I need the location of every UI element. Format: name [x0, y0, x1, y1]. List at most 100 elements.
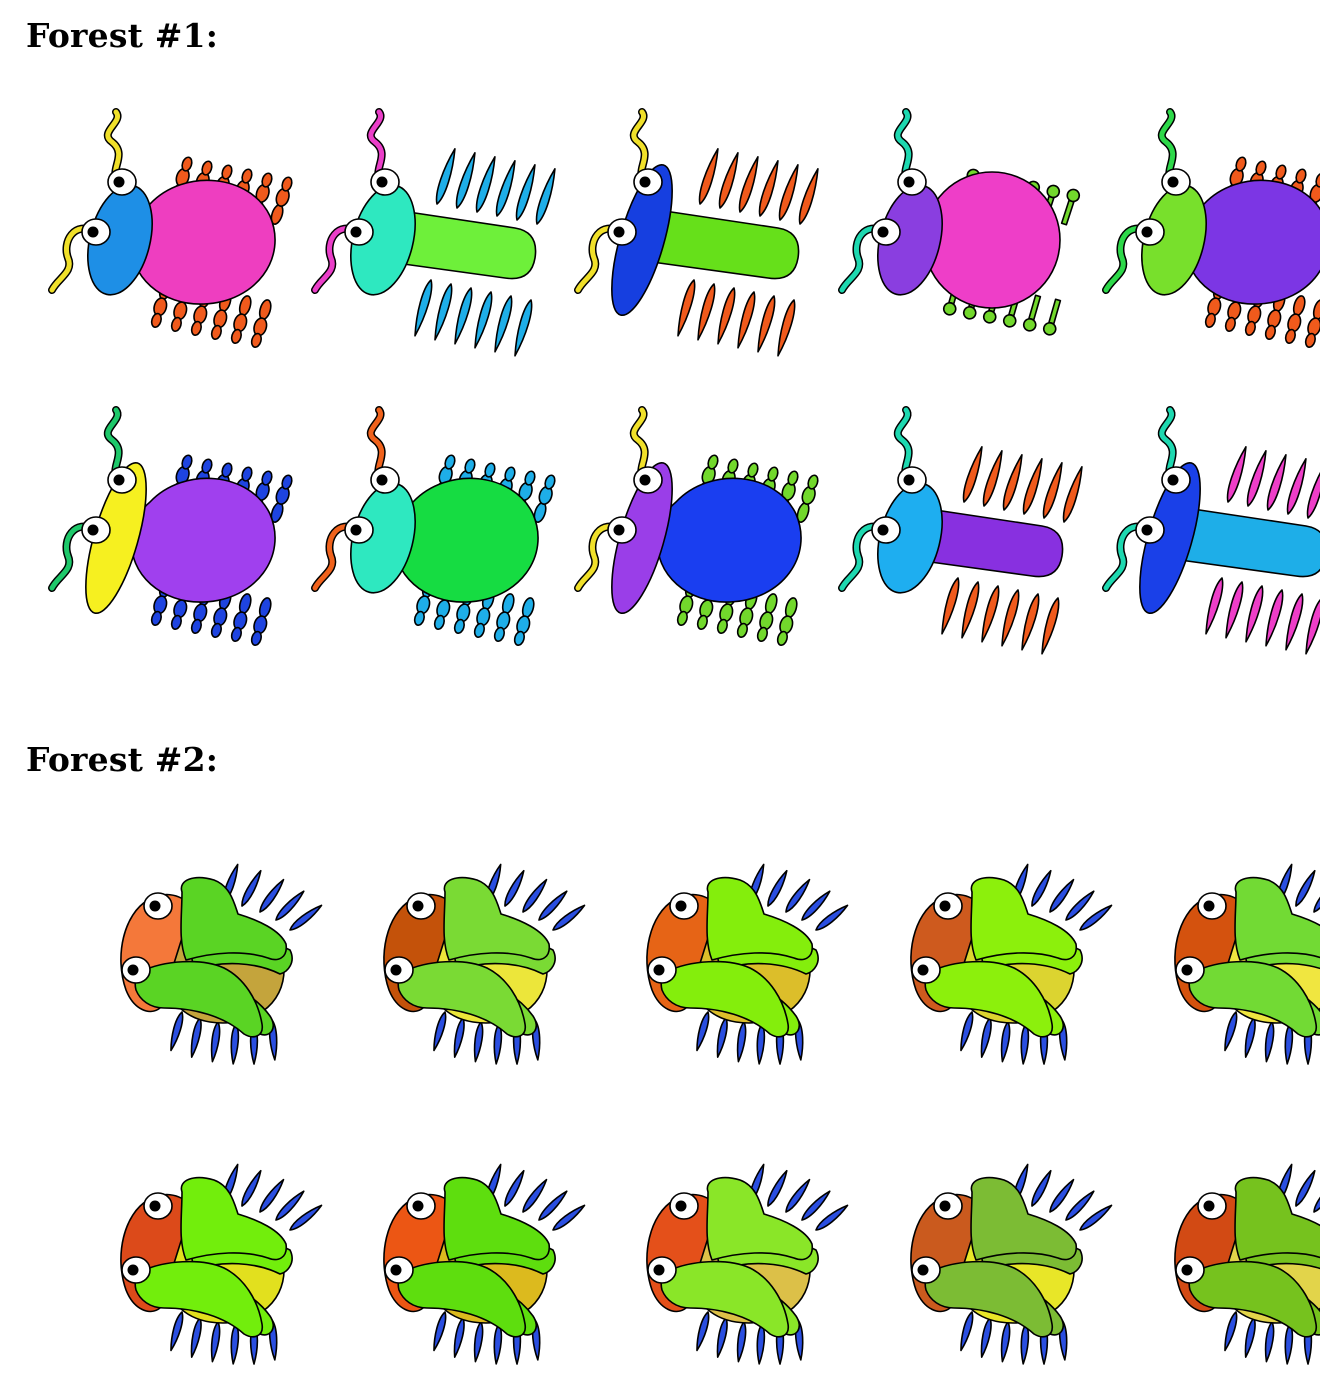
leg	[1226, 446, 1247, 503]
body	[915, 507, 1064, 578]
leg	[1022, 458, 1043, 515]
eye-icon	[384, 1256, 414, 1284]
leg	[716, 1017, 728, 1058]
beetle-creature	[1128, 840, 1320, 1100]
body	[651, 209, 800, 280]
leg	[493, 593, 515, 643]
leg	[230, 295, 252, 345]
leg	[1246, 450, 1267, 507]
leg	[1020, 1023, 1030, 1065]
wing	[1234, 876, 1320, 961]
leg	[1041, 597, 1060, 655]
leg	[801, 1190, 831, 1221]
wing	[970, 1176, 1078, 1261]
leg	[767, 869, 788, 907]
insect-creature	[570, 108, 830, 372]
beetle-creature	[337, 840, 597, 1100]
leg	[1304, 299, 1320, 349]
leg	[1245, 585, 1264, 643]
leg	[960, 1011, 974, 1052]
leg	[259, 1178, 285, 1213]
eye-icon	[669, 1192, 699, 1220]
wing	[706, 876, 814, 961]
leg	[522, 1178, 548, 1213]
leg	[435, 148, 456, 205]
eye-icon	[1135, 516, 1165, 544]
leg	[552, 1204, 586, 1231]
leg	[433, 1011, 447, 1052]
beetle-creature	[74, 1140, 334, 1400]
leg	[538, 890, 568, 921]
wing	[1234, 1176, 1320, 1261]
eye-icon	[406, 892, 436, 920]
beetle-creature	[337, 1140, 597, 1400]
wing	[134, 1260, 264, 1338]
leg	[1295, 869, 1316, 907]
leg	[1062, 466, 1083, 523]
eye-icon	[633, 168, 663, 196]
eye-icon	[370, 466, 400, 494]
leg	[241, 1169, 262, 1207]
wing	[1188, 960, 1318, 1038]
wing	[397, 960, 527, 1038]
leg	[777, 299, 796, 357]
body	[388, 209, 537, 280]
insect-creature	[44, 108, 304, 372]
eye-icon	[911, 1256, 941, 1284]
leg	[1049, 878, 1075, 913]
eye-icon	[81, 516, 111, 544]
wing	[180, 1176, 288, 1261]
eye-icon	[1161, 168, 1191, 196]
leg	[494, 295, 513, 353]
leg	[1225, 581, 1244, 639]
leg	[210, 1021, 221, 1063]
leg	[170, 1011, 184, 1052]
leg	[738, 156, 759, 213]
leg	[1001, 589, 1020, 647]
leg	[230, 1023, 240, 1065]
leg	[756, 1023, 766, 1065]
leg	[737, 291, 756, 349]
leg	[756, 593, 778, 643]
forest-1-heading: Forest #1:	[26, 16, 219, 55]
eye-icon	[81, 218, 111, 246]
leg	[1244, 1017, 1256, 1058]
leg	[1266, 454, 1287, 511]
leg	[473, 1021, 484, 1063]
wing	[397, 1260, 527, 1338]
leg	[455, 152, 476, 209]
leg	[1000, 1021, 1011, 1063]
leg	[1079, 904, 1113, 931]
leg	[1286, 458, 1307, 515]
eye-icon	[897, 466, 927, 494]
eye-icon	[406, 1192, 436, 1220]
leg	[1313, 1178, 1320, 1213]
leg	[535, 168, 556, 225]
eye-icon	[647, 1256, 677, 1284]
wing	[443, 1176, 551, 1261]
eye-icon	[344, 516, 374, 544]
leg	[1284, 1023, 1294, 1065]
wing	[180, 876, 288, 961]
leg	[1265, 589, 1284, 647]
leg	[514, 299, 533, 357]
leg	[552, 904, 586, 931]
leg	[190, 1017, 202, 1058]
eye-icon	[607, 218, 637, 246]
leg	[757, 295, 776, 353]
leg	[259, 878, 285, 913]
eye-icon	[143, 1192, 173, 1220]
body	[923, 171, 1061, 309]
body	[130, 477, 276, 603]
eye-icon	[1175, 956, 1205, 984]
leg	[815, 904, 849, 931]
eye-icon	[933, 892, 963, 920]
leg	[1065, 1190, 1095, 1221]
leg	[453, 1017, 465, 1058]
leg	[1224, 1011, 1238, 1052]
wing	[660, 960, 790, 1038]
eye-icon	[647, 956, 677, 984]
leg	[785, 878, 811, 913]
leg	[778, 164, 799, 221]
leg	[736, 1021, 747, 1063]
